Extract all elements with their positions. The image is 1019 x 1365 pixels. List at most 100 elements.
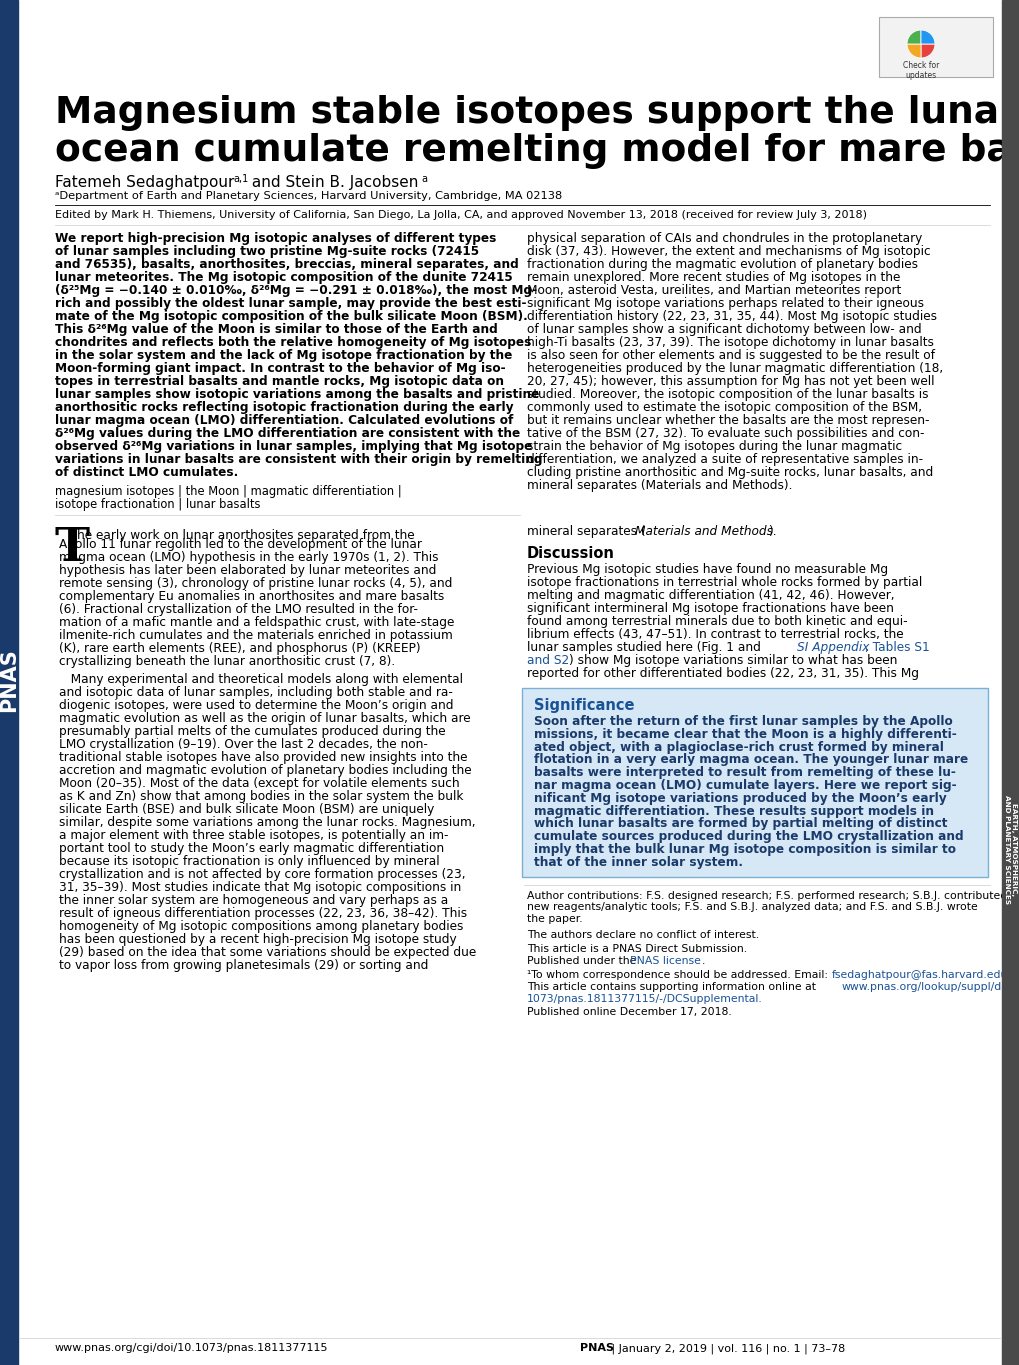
Text: complementary Eu anomalies in anorthosites and mare basalts: complementary Eu anomalies in anorthosit… xyxy=(59,590,444,603)
Text: (6). Fractional crystallization of the LMO resulted in the for-: (6). Fractional crystallization of the L… xyxy=(59,603,418,616)
Text: , Tables S1: , Tables S1 xyxy=(864,642,929,654)
Text: nar magma ocean (LMO) cumulate layers. Here we report sig-: nar magma ocean (LMO) cumulate layers. H… xyxy=(534,779,956,792)
Text: Edited by Mark H. Thiemens, University of California, San Diego, La Jolla, CA, a: Edited by Mark H. Thiemens, University o… xyxy=(55,210,866,220)
Text: as K and Zn) show that among bodies in the solar system the bulk: as K and Zn) show that among bodies in t… xyxy=(59,790,463,803)
Text: Moon (20–35). Most of the data (except for volatile elements such: Moon (20–35). Most of the data (except f… xyxy=(59,777,460,790)
Text: 31, 35–39). Most studies indicate that Mg isotopic compositions in: 31, 35–39). Most studies indicate that M… xyxy=(59,880,461,894)
Text: cumulate sources produced during the LMO crystallization and: cumulate sources produced during the LMO… xyxy=(534,830,963,844)
Text: observed δ²⁶Mg variations in lunar samples, implying that Mg isotope: observed δ²⁶Mg variations in lunar sampl… xyxy=(55,440,532,453)
Text: new reagents/analytic tools; F.S. and S.B.J. analyzed data; and F.S. and S.B.J. : new reagents/analytic tools; F.S. and S.… xyxy=(527,902,977,912)
Text: crystallizing beneath the lunar anorthositic crust (7, 8).: crystallizing beneath the lunar anorthos… xyxy=(59,655,394,667)
Text: Significance: Significance xyxy=(534,698,634,713)
Text: has been questioned by a recent high-precision Mg isotope study: has been questioned by a recent high-pre… xyxy=(59,934,457,946)
Text: SI Appendix: SI Appendix xyxy=(796,642,868,654)
Text: differentiation, we analyzed a suite of representative samples in-: differentiation, we analyzed a suite of … xyxy=(527,453,922,465)
Text: mineral separates (Materials and Methods).: mineral separates (Materials and Methods… xyxy=(527,479,792,491)
Text: EARTH, ATMOSPHERIC,
AND PLANETARY SCIENCES: EARTH, ATMOSPHERIC, AND PLANETARY SCIENC… xyxy=(1004,796,1017,905)
Text: similar, despite some variations among the lunar rocks. Magnesium,: similar, despite some variations among t… xyxy=(59,816,475,829)
Text: ) show Mg isotope variations similar to what has been: ) show Mg isotope variations similar to … xyxy=(569,654,897,667)
Text: librium effects (43, 47–51). In contrast to terrestrial rocks, the: librium effects (43, 47–51). In contrast… xyxy=(527,628,903,642)
Bar xyxy=(1001,0,1019,1365)
Text: | January 2, 2019 | vol. 116 | no. 1 | 73–78: | January 2, 2019 | vol. 116 | no. 1 | 7… xyxy=(607,1343,845,1354)
Text: a,1: a,1 xyxy=(232,173,248,184)
Text: .: . xyxy=(701,957,705,966)
Wedge shape xyxy=(906,44,920,57)
Wedge shape xyxy=(920,30,934,44)
Text: PNAS: PNAS xyxy=(0,648,19,713)
Text: high-Ti basalts (23, 37, 39). The isotope dichotomy in lunar basalts: high-Ti basalts (23, 37, 39). The isotop… xyxy=(527,336,933,349)
Text: crystallization and is not affected by core formation processes (23,: crystallization and is not affected by c… xyxy=(59,868,465,880)
Text: chondrites and reflects both the relative homogeneity of Mg isotopes: chondrites and reflects both the relativ… xyxy=(55,336,531,349)
Text: heterogeneities produced by the lunar magmatic differentiation (18,: heterogeneities produced by the lunar ma… xyxy=(527,362,943,375)
Text: is also seen for other elements and is suggested to be the result of: is also seen for other elements and is s… xyxy=(527,349,934,362)
Text: strain the behavior of Mg isotopes during the lunar magmatic: strain the behavior of Mg isotopes durin… xyxy=(527,440,901,453)
Text: cluding pristine anorthositic and Mg-suite rocks, lunar basalts, and: cluding pristine anorthositic and Mg-sui… xyxy=(527,465,932,479)
Text: (δ²⁵Mg = −0.140 ± 0.010‰, δ²⁶Mg = −0.291 ± 0.018‰), the most Mg-: (δ²⁵Mg = −0.140 ± 0.010‰, δ²⁶Mg = −0.291… xyxy=(55,284,537,298)
Text: remain unexplored. More recent studies of Mg isotopes in the: remain unexplored. More recent studies o… xyxy=(527,272,900,284)
Text: and isotopic data of lunar samples, including both stable and ra-: and isotopic data of lunar samples, incl… xyxy=(59,687,452,699)
Text: Materials and Methods: Materials and Methods xyxy=(635,526,772,538)
Text: Published under the: Published under the xyxy=(527,957,639,966)
Text: the inner solar system are homogeneous and vary perhaps as a: the inner solar system are homogeneous a… xyxy=(59,894,447,906)
Text: flotation in a very early magma ocean. The younger lunar mare: flotation in a very early magma ocean. T… xyxy=(534,753,967,766)
Text: and Stein B. Jacobsen: and Stein B. Jacobsen xyxy=(247,175,418,190)
Text: Previous Mg isotopic studies have found no measurable Mg: Previous Mg isotopic studies have found … xyxy=(527,562,888,576)
Text: of lunar samples show a significant dichotomy between low- and: of lunar samples show a significant dich… xyxy=(527,324,921,336)
Text: presumably partial melts of the cumulates produced during the: presumably partial melts of the cumulate… xyxy=(59,725,445,738)
Wedge shape xyxy=(920,44,934,57)
Text: and 76535), basalts, anorthosites, breccias, mineral separates, and: and 76535), basalts, anorthosites, brecc… xyxy=(55,258,519,272)
Text: homogeneity of Mg isotopic compositions among planetary bodies: homogeneity of Mg isotopic compositions … xyxy=(59,920,463,934)
Text: ocean cumulate remelting model for mare basalts: ocean cumulate remelting model for mare … xyxy=(55,132,1019,169)
Text: magmatic evolution as well as the origin of lunar basalts, which are: magmatic evolution as well as the origin… xyxy=(59,713,470,725)
Text: significant intermineral Mg isotope fractionations have been: significant intermineral Mg isotope frac… xyxy=(527,602,893,616)
Text: magma ocean (LMO) hypothesis in the early 1970s (1, 2). This: magma ocean (LMO) hypothesis in the earl… xyxy=(59,551,438,564)
Text: physical separation of CAIs and chondrules in the protoplanetary: physical separation of CAIs and chondrul… xyxy=(527,232,921,244)
Text: variations in lunar basalts are consistent with their origin by remelting: variations in lunar basalts are consiste… xyxy=(55,453,542,465)
Text: remote sensing (3), chronology of pristine lunar rocks (4, 5), and: remote sensing (3), chronology of pristi… xyxy=(59,577,452,590)
Text: silicate Earth (BSE) and bulk silicate Moon (BSM) are uniquely: silicate Earth (BSE) and bulk silicate M… xyxy=(59,803,434,816)
Text: PNAS license: PNAS license xyxy=(630,957,700,966)
Text: significant Mg isotope variations perhaps related to their igneous: significant Mg isotope variations perhap… xyxy=(527,298,923,310)
Text: mate of the Mg isotopic composition of the bulk silicate Moon (BSM).: mate of the Mg isotopic composition of t… xyxy=(55,310,527,324)
Text: mineral separates (: mineral separates ( xyxy=(527,526,645,538)
Text: δ²⁶Mg values during the LMO differentiation are consistent with the: δ²⁶Mg values during the LMO differentiat… xyxy=(55,427,520,440)
Text: Magnesium stable isotopes support the lunar magma: Magnesium stable isotopes support the lu… xyxy=(55,96,1019,131)
Text: PNAS: PNAS xyxy=(580,1343,613,1353)
Text: Many experimental and theoretical models along with elemental: Many experimental and theoretical models… xyxy=(59,673,463,687)
Text: lunar samples studied here (Fig. 1 and: lunar samples studied here (Fig. 1 and xyxy=(527,642,764,654)
Text: because its isotopic fractionation is only influenced by mineral: because its isotopic fractionation is on… xyxy=(59,854,439,868)
Text: lunar samples show isotopic variations among the basalts and pristine: lunar samples show isotopic variations a… xyxy=(55,388,539,401)
Text: found among terrestrial minerals due to both kinetic and equi-: found among terrestrial minerals due to … xyxy=(527,616,907,628)
Text: Fatemeh Sedaghatpour: Fatemeh Sedaghatpour xyxy=(55,175,234,190)
Text: of distinct LMO cumulates.: of distinct LMO cumulates. xyxy=(55,465,238,479)
Text: magmatic differentiation. These results support models in: magmatic differentiation. These results … xyxy=(534,804,933,818)
Bar xyxy=(0,0,18,1365)
Text: (29) based on the idea that some variations should be expected due: (29) based on the idea that some variati… xyxy=(59,946,476,960)
FancyBboxPatch shape xyxy=(878,16,993,76)
Text: portant tool to study the Moon’s early magmatic differentiation: portant tool to study the Moon’s early m… xyxy=(59,842,443,854)
Text: in the solar system and the lack of Mg isotope fractionation by the: in the solar system and the lack of Mg i… xyxy=(55,349,512,362)
Text: topes in terrestrial basalts and mantle rocks, Mg isotopic data on: topes in terrestrial basalts and mantle … xyxy=(55,375,503,388)
Text: missions, it became clear that the Moon is a highly differenti-: missions, it became clear that the Moon … xyxy=(534,728,956,741)
Text: of lunar samples including two pristine Mg-suite rocks (72415: of lunar samples including two pristine … xyxy=(55,244,479,258)
Text: Moon, asteroid Vesta, ureilites, and Martian meteorites report: Moon, asteroid Vesta, ureilites, and Mar… xyxy=(527,284,901,298)
Text: rich and possibly the oldest lunar sample, may provide the best esti-: rich and possibly the oldest lunar sampl… xyxy=(55,298,526,310)
Text: reported for other differentiated bodies (22, 23, 31, 35). This Mg: reported for other differentiated bodies… xyxy=(527,667,918,680)
Text: hypothesis has later been elaborated by lunar meteorites and: hypothesis has later been elaborated by … xyxy=(59,564,436,577)
Text: nificant Mg isotope variations produced by the Moon’s early: nificant Mg isotope variations produced … xyxy=(534,792,946,805)
Text: differentiation history (22, 23, 31, 35, 44). Most Mg isotopic studies: differentiation history (22, 23, 31, 35,… xyxy=(527,310,936,324)
Text: ᵃDepartment of Earth and Planetary Sciences, Harvard University, Cambridge, MA 0: ᵃDepartment of Earth and Planetary Scien… xyxy=(55,191,561,201)
Text: to vapor loss from growing planetesimals (29) or sorting and: to vapor loss from growing planetesimals… xyxy=(59,960,428,972)
Text: (K), rare earth elements (REE), and phosphorus (P) (KREEP): (K), rare earth elements (REE), and phos… xyxy=(59,642,420,655)
Text: fsedaghatpour@fas.harvard.edu: fsedaghatpour@fas.harvard.edu xyxy=(832,969,1008,980)
Text: traditional stable isotopes have also provided new insights into the: traditional stable isotopes have also pr… xyxy=(59,751,467,764)
Text: This article contains supporting information online at: This article contains supporting informa… xyxy=(527,983,818,992)
Text: The authors declare no conflict of interest.: The authors declare no conflict of inter… xyxy=(527,931,758,940)
Text: a major element with three stable isotopes, is potentially an im-: a major element with three stable isotop… xyxy=(59,829,448,842)
Text: isotope fractionations in terrestrial whole rocks formed by partial: isotope fractionations in terrestrial wh… xyxy=(527,576,921,590)
Text: www.pnas.org/cgi/doi/10.1073/pnas.1811377115: www.pnas.org/cgi/doi/10.1073/pnas.181137… xyxy=(55,1343,328,1353)
Text: anorthositic rocks reflecting isotopic fractionation during the early: anorthositic rocks reflecting isotopic f… xyxy=(55,401,513,414)
Text: Discussion: Discussion xyxy=(527,546,614,561)
Text: accretion and magmatic evolution of planetary bodies including the: accretion and magmatic evolution of plan… xyxy=(59,764,471,777)
Text: which lunar basalts are formed by partial melting of distinct: which lunar basalts are formed by partia… xyxy=(534,818,947,830)
